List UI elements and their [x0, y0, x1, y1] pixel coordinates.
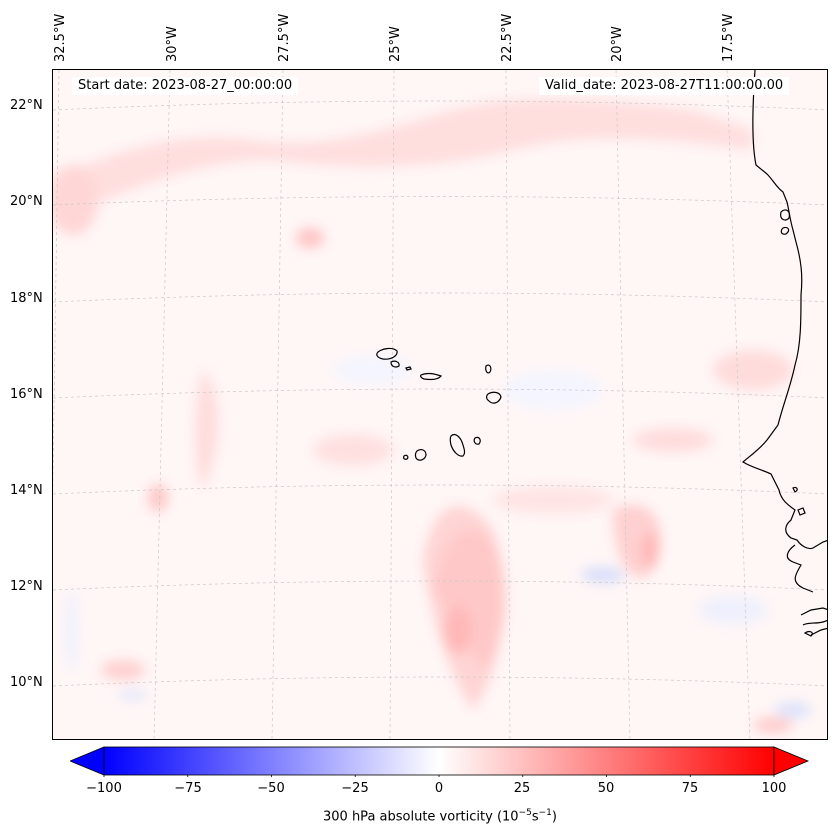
parallel-20n	[53, 196, 827, 206]
lon-label-25w: 25°W	[388, 26, 403, 62]
island-fogo	[414, 449, 427, 461]
negative-vorticity-patch	[65, 590, 77, 670]
positive-vorticity-patch	[296, 228, 324, 248]
vorticity-field	[53, 98, 811, 733]
valid-date-label: Valid_date: 2023-08-27T11:00:00.00	[539, 77, 790, 95]
map-panel	[52, 69, 828, 740]
lat-label-20n: 20°N	[10, 194, 43, 209]
parallel-12n	[53, 580, 827, 591]
positive-vorticity-patch	[493, 486, 613, 514]
island-brava	[403, 454, 409, 460]
island-maio	[473, 436, 481, 445]
parallel-10n	[53, 676, 827, 687]
colorbar-tick-label: −100	[86, 781, 122, 796]
meridian-20w	[615, 70, 631, 739]
island-santiago	[449, 433, 466, 457]
colorbar-ticks	[103, 775, 775, 777]
negative-vorticity-patch	[118, 690, 148, 700]
positive-vorticity-patch	[641, 532, 659, 568]
parallel-18n	[53, 292, 827, 303]
island-sao-nicolau	[420, 372, 442, 381]
colorbar-max-extension	[773, 746, 810, 776]
cape-verde-islands	[376, 347, 502, 461]
coastline	[741, 70, 827, 637]
africa-coastline	[800, 607, 827, 616]
positive-vorticity-patch	[53, 165, 98, 235]
lat-label-10n: 10°N	[10, 675, 43, 690]
parallel-14n	[53, 484, 827, 495]
lat-label-12n: 12°N	[10, 579, 43, 594]
lon-label-20w: 20°W	[610, 26, 625, 62]
lon-label-22-5w: 22.5°W	[500, 13, 515, 62]
vorticity-map	[53, 70, 827, 739]
africa-coastline	[741, 70, 827, 550]
graticule	[53, 70, 827, 739]
island-sal	[485, 364, 492, 374]
positive-vorticity-band	[433, 529, 506, 670]
lat-label-16n: 16°N	[10, 387, 43, 402]
colorbar-tick-label: −50	[257, 781, 285, 796]
meridian-22-5w	[505, 70, 511, 739]
meridian-30w	[153, 70, 171, 739]
lat-label-18n: 18°N	[10, 291, 43, 306]
coastal-island	[803, 630, 813, 637]
island-santo-antao	[376, 347, 398, 360]
negative-vorticity-patch	[581, 567, 625, 583]
colorbar-tick-label: 0	[434, 781, 444, 796]
colorbar-tick-label: −75	[174, 781, 202, 796]
negative-vorticity-patch	[775, 702, 811, 718]
africa-coastline	[810, 627, 827, 636]
coastal-island	[780, 209, 790, 221]
africa-coastline	[802, 620, 827, 626]
island-sao-vicente	[390, 360, 400, 368]
start-date-label: Start date: 2023-08-27_00:00:00	[72, 77, 299, 95]
lon-label-27-5w: 27.5°W	[277, 13, 292, 62]
colorbar-tick-label: 100	[761, 781, 787, 796]
island-santa-luzia	[405, 366, 412, 371]
colorbar	[70, 746, 810, 777]
lon-label-30w: 30°W	[165, 26, 180, 62]
meridian-17-5w	[726, 70, 751, 739]
colorbar-tick-label: −25	[341, 781, 369, 796]
positive-vorticity-patch	[101, 660, 145, 680]
colorbar-tick-label: 25	[513, 781, 531, 796]
island-boa-vista	[486, 391, 502, 404]
negative-vorticity-patch	[333, 355, 413, 385]
lon-label-32-5w: 32.5°W	[53, 13, 68, 62]
meridian-25w	[389, 70, 395, 739]
positive-vorticity-patch	[713, 350, 793, 390]
positive-vorticity-band	[53, 98, 753, 220]
lon-label-17-5w: 17.5°W	[721, 13, 736, 62]
coastal-island	[797, 507, 806, 516]
colorbar-label: 300 hPa absolute vorticity (10−5s−1)	[323, 808, 557, 825]
meridian-27-5w	[271, 70, 284, 739]
positive-vorticity-patch	[313, 434, 393, 466]
colorbar-tick-label: 50	[597, 781, 615, 796]
positive-vorticity-patch	[753, 717, 793, 733]
colorbar-gradient	[103, 746, 775, 776]
coastal-island	[792, 486, 798, 493]
positive-vorticity-patch	[148, 484, 168, 512]
negative-vorticity-patch	[698, 596, 768, 624]
colorbar-tick-label: 75	[681, 781, 699, 796]
africa-coastline	[786, 544, 814, 593]
positive-vorticity-patch	[444, 606, 472, 654]
positive-vorticity-band	[195, 370, 218, 490]
parallel-22n	[53, 100, 827, 111]
positive-vorticity-patch	[633, 428, 713, 452]
lat-label-22n: 22°N	[10, 98, 43, 113]
coastal-island	[780, 226, 790, 235]
parallel-16n	[53, 388, 827, 399]
lat-label-14n: 14°N	[10, 483, 43, 498]
colorbar-min-extension	[70, 746, 105, 776]
